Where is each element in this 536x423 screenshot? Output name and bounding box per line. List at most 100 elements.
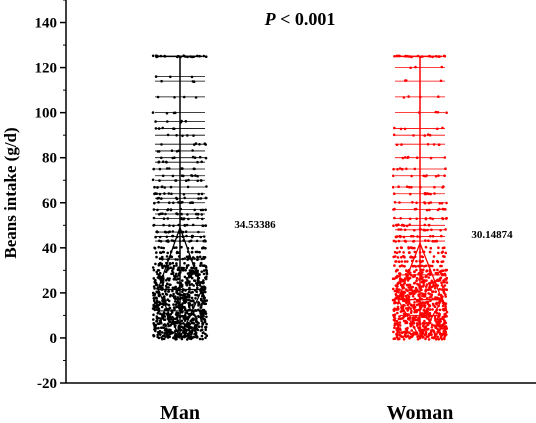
data-point [442,254,445,258]
data-point [444,217,448,220]
data-point [440,251,444,254]
data-point [177,286,181,290]
data-point [152,167,155,171]
data-point [189,274,193,277]
data-point [434,319,437,322]
data-point [418,286,421,290]
data-point [438,270,441,274]
data-point [197,325,201,329]
data-point [445,201,448,205]
data-point [202,281,205,285]
data-point [440,281,443,285]
data-point [152,216,156,220]
data-point [185,328,189,332]
data-point [155,255,158,259]
data-point [163,337,166,341]
data-point [187,325,191,329]
data-point [420,272,423,275]
data-point [395,287,399,290]
data-point [403,127,407,131]
data-point [395,319,399,323]
data-point [175,305,178,309]
data-point [193,332,196,336]
data-point [204,156,208,160]
data-point [415,310,419,313]
data-point [175,264,178,267]
data-point [414,290,418,293]
data-point [393,201,397,204]
data-point [419,301,423,305]
data-point [431,290,435,293]
data-point [395,268,399,272]
data-point [415,268,418,272]
data-point [158,271,162,275]
data-point [417,294,421,298]
data-point [434,337,438,341]
data-point [439,229,442,232]
data-point [393,126,396,130]
data-point [192,322,196,325]
data-point [154,262,157,266]
data-point [443,284,447,287]
data-point [166,277,169,280]
data-point [164,299,167,303]
y-tick-label: 100 [35,106,58,122]
data-point [155,296,158,300]
data-point [204,310,207,313]
data-point [433,333,437,336]
data-point [403,255,406,259]
data-point [165,303,168,306]
data-point [424,264,428,268]
data-point [405,301,408,305]
data-point [410,309,413,313]
data-point [411,201,414,204]
data-point [156,335,159,339]
data-point [191,149,194,152]
data-point [162,246,165,250]
data-point [404,288,408,291]
data-point [407,306,411,309]
data-point [425,285,428,288]
data-point [176,296,180,299]
data-point [174,285,177,289]
data-point [205,269,208,273]
data-point [204,325,208,329]
data-point [440,260,444,264]
data-point [434,296,437,299]
data-point [409,324,413,328]
data-point [391,185,395,189]
data-point [417,308,421,312]
data-point [170,331,174,334]
data-point [392,313,395,317]
data-point [196,286,199,290]
data-point [415,279,418,283]
data-point [425,297,429,300]
data-point [155,283,159,287]
data-point [443,322,447,325]
data-point [396,281,400,285]
data-point [432,255,436,258]
data-point [394,292,398,296]
data-point [429,281,433,285]
data-point [402,315,406,319]
data-point [443,288,447,291]
data-point [392,167,395,171]
data-point [428,308,432,311]
data-point [153,280,157,283]
data-point [429,246,433,250]
data-point [423,229,427,232]
data-point [424,289,428,292]
y-tick-label: 40 [42,241,57,257]
data-point [151,54,155,58]
data-point [415,303,419,307]
data-point [403,260,407,263]
data-point [400,260,404,263]
data-point [201,224,204,227]
data-point [175,272,178,276]
data-point [186,294,190,298]
data-point [175,311,178,315]
data-point [393,264,396,267]
data-point [425,312,429,316]
data-point [173,96,176,99]
data-point [413,250,417,254]
